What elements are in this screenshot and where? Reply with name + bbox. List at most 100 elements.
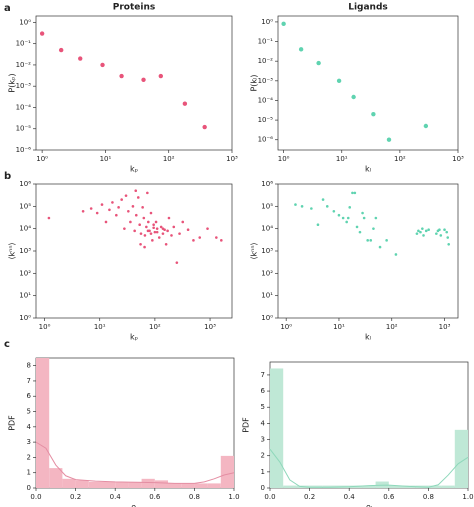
point <box>427 228 430 231</box>
point <box>337 213 341 217</box>
point <box>181 220 185 224</box>
point <box>159 225 163 229</box>
point <box>134 189 138 193</box>
panel-label: c <box>4 339 10 350</box>
point <box>321 198 325 201</box>
x-tick-label: 0.4 <box>110 493 122 501</box>
point <box>100 203 104 206</box>
x-tick-label: 10¹ <box>94 323 106 331</box>
bar <box>115 481 129 488</box>
y-tick-label: 10⁻¹ <box>258 38 274 46</box>
point <box>422 234 425 237</box>
bar <box>62 478 76 488</box>
point <box>178 232 181 235</box>
point <box>161 232 165 235</box>
bar <box>283 485 297 488</box>
point <box>115 213 118 217</box>
x-tick-label: 0.4 <box>344 493 356 501</box>
y-tick-label: 10⁻³ <box>258 77 274 85</box>
point <box>47 216 51 220</box>
point <box>151 239 154 242</box>
y-tick-label: 10⁶ <box>19 180 31 188</box>
point <box>95 211 99 215</box>
point <box>325 205 329 208</box>
point <box>316 60 321 66</box>
y-tick-label: 4 <box>27 423 32 431</box>
point <box>141 77 146 82</box>
x-tick-label: 0.0 <box>264 493 275 501</box>
bar <box>454 429 468 488</box>
point <box>424 229 428 233</box>
y-tick-label: 10⁶ <box>261 180 273 188</box>
point <box>143 245 146 249</box>
point <box>139 242 142 246</box>
point <box>166 229 169 233</box>
y-tick-label: 3 <box>27 438 31 446</box>
point <box>300 205 304 208</box>
x-tick-label: 10¹ <box>100 155 112 163</box>
point <box>81 209 85 213</box>
point <box>134 213 138 217</box>
point <box>419 230 422 234</box>
density-line <box>269 448 469 488</box>
point <box>202 124 207 130</box>
bar <box>270 368 284 488</box>
point <box>149 232 153 235</box>
y-tick-label: 10⁰ <box>19 18 31 26</box>
x-tick-label: 10⁰ <box>36 155 48 163</box>
y-tick-label: 6 <box>27 392 32 400</box>
point <box>153 230 157 234</box>
y-tick-label: 10⁵ <box>261 202 273 210</box>
point <box>371 111 376 117</box>
y-tick-label: 10² <box>261 269 273 277</box>
point <box>123 227 126 230</box>
y-tick-label: 5 <box>27 408 31 416</box>
point <box>141 206 144 209</box>
point <box>127 209 130 213</box>
y-axis-label: ⟨kⁿⁿ⟩ <box>8 242 17 259</box>
point <box>142 216 146 220</box>
y-tick-label: 10⁻⁵ <box>258 116 274 124</box>
point <box>386 137 392 142</box>
x-tick-label: 10⁰ <box>39 323 51 331</box>
point <box>445 230 449 234</box>
point <box>117 206 120 209</box>
bar <box>128 481 142 488</box>
plot-frame <box>277 183 459 319</box>
point <box>133 229 136 233</box>
x-tick-label: 0.8 <box>423 493 434 501</box>
bar <box>362 485 376 488</box>
point <box>155 230 159 234</box>
bar <box>194 483 208 488</box>
point <box>152 226 155 230</box>
point <box>355 225 359 229</box>
point <box>316 223 320 227</box>
point <box>120 198 123 201</box>
point <box>385 239 388 242</box>
point <box>439 234 443 237</box>
point <box>154 220 158 224</box>
point <box>104 220 108 224</box>
point <box>182 101 188 106</box>
y-axis-label: ⟨kⁿⁿ⟩ <box>250 242 259 259</box>
x-axis-label: kₚ <box>130 333 138 342</box>
point <box>447 242 451 246</box>
y-tick-label: 1 <box>27 469 31 477</box>
x-tick-label: 1.0 <box>228 493 239 501</box>
y-tick-label: 10⁻² <box>258 57 274 65</box>
point <box>58 47 64 53</box>
y-tick-label: 10⁻² <box>16 61 32 69</box>
x-axis-label: kₗ <box>365 333 371 342</box>
point <box>175 261 179 264</box>
bar <box>207 483 221 488</box>
point <box>310 207 313 210</box>
point <box>167 216 171 220</box>
point <box>348 206 352 209</box>
y-axis-label: P(kₗ) <box>250 74 259 91</box>
x-tick-label: 0.0 <box>30 493 41 501</box>
point <box>111 201 114 204</box>
point <box>415 232 419 235</box>
chart-title: Proteins <box>113 3 155 13</box>
point <box>145 225 148 229</box>
panel-label: b <box>4 171 11 182</box>
